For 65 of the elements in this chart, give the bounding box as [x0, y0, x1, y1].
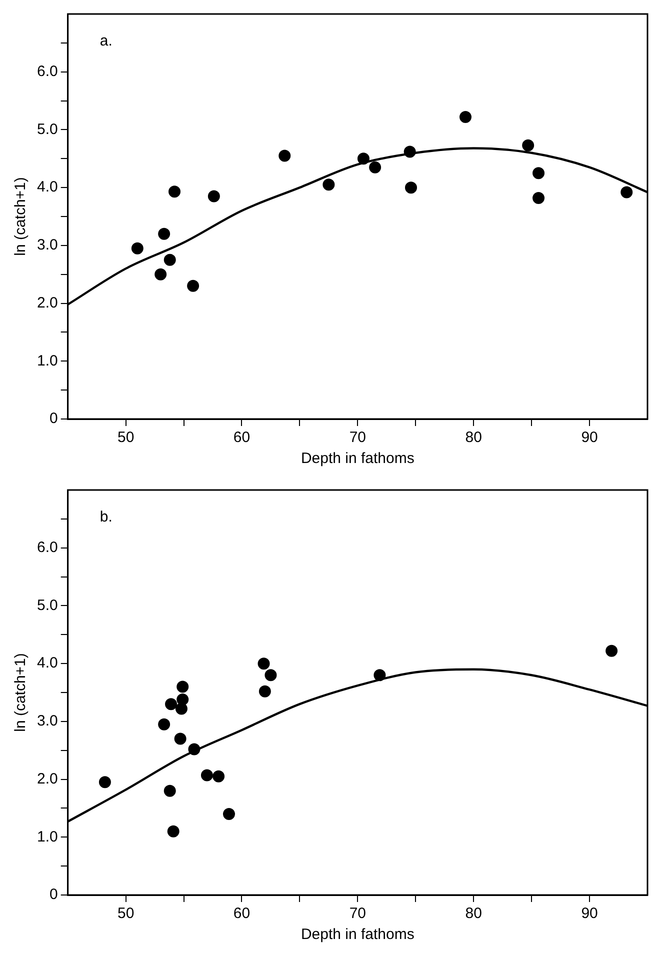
y-tick-label: 2.0 [36, 770, 58, 788]
point [405, 182, 418, 194]
y-tick-label: 6.0 [36, 63, 58, 80]
point [222, 808, 235, 820]
point [459, 110, 472, 123]
point [258, 658, 270, 670]
point [164, 254, 176, 266]
x-axis-title: Depth in fathoms [300, 926, 414, 944]
x-tick-label: 60 [233, 905, 250, 922]
y-axis-title: ln (catch+1) [12, 653, 30, 732]
x-tick-label: 90 [581, 905, 598, 922]
point [532, 192, 545, 204]
point [174, 732, 186, 745]
x-tick-label: 80 [465, 905, 482, 922]
annotation: b. [100, 508, 112, 526]
y-tick-label: 2.0 [36, 294, 58, 312]
y-tick-label: 3.0 [36, 236, 58, 254]
y-tick-label: 6.0 [36, 539, 58, 556]
point [532, 167, 545, 180]
point [188, 743, 200, 756]
x-tick-label: 50 [117, 429, 134, 446]
point [322, 178, 335, 191]
y-tick-label: 5.0 [36, 120, 58, 138]
point [374, 669, 386, 682]
point [264, 669, 277, 682]
point [176, 693, 189, 706]
point [158, 228, 170, 240]
point [258, 685, 271, 698]
y-tick-label: 4.0 [36, 178, 58, 196]
point [522, 139, 534, 152]
y-tick-label: 4.0 [36, 654, 58, 672]
point [167, 825, 180, 838]
x-axis-title: Depth in fathoms [300, 450, 414, 468]
x-tick-label: 50 [117, 905, 134, 922]
point [369, 161, 382, 174]
y-tick-label: 0 [50, 886, 58, 904]
point [357, 152, 370, 165]
x-tick-label: 70 [349, 429, 366, 446]
x-tick-label: 90 [581, 429, 598, 446]
point [404, 146, 416, 158]
point [168, 186, 181, 198]
point [131, 242, 144, 254]
point [212, 770, 225, 782]
point [606, 644, 618, 657]
point [98, 776, 111, 788]
annotation: a. [100, 32, 112, 50]
y-tick-label: 5.0 [36, 596, 58, 614]
point [165, 698, 178, 710]
point [176, 680, 189, 693]
point [158, 718, 170, 730]
point [200, 769, 213, 782]
y-tick-label: 1.0 [36, 828, 58, 846]
x-tick-label: 70 [349, 905, 366, 922]
point [187, 280, 200, 292]
x-tick-label: 80 [465, 429, 482, 446]
point [620, 186, 633, 198]
y-tick-label: 3.0 [36, 712, 58, 730]
point [208, 190, 220, 202]
point [154, 268, 167, 280]
y-tick-label: 0 [50, 410, 58, 428]
y-tick-label: 1.0 [36, 352, 58, 370]
point [164, 784, 176, 797]
x-tick-label: 60 [233, 429, 250, 446]
y-axis-title: ln (catch+1) [12, 177, 30, 256]
point [278, 150, 291, 162]
